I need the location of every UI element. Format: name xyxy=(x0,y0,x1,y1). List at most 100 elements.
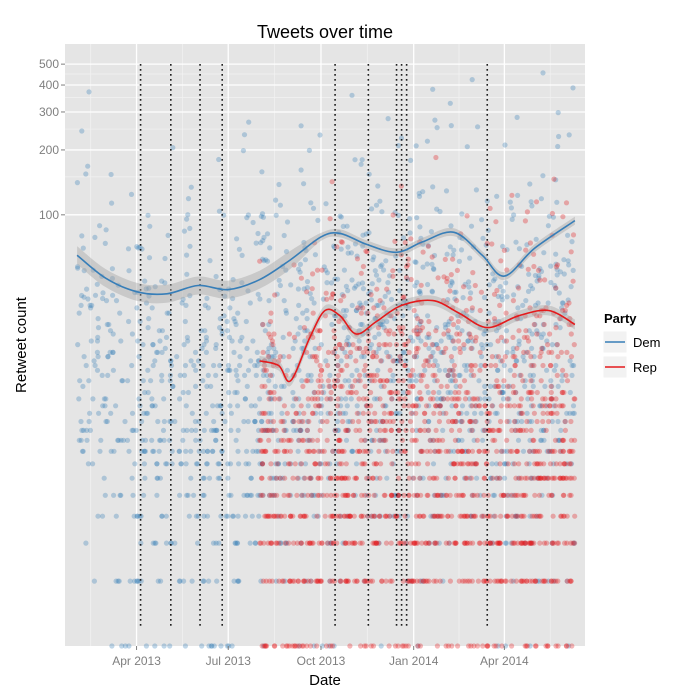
confidence-ribbon-rep xyxy=(259,295,575,387)
data-point xyxy=(529,475,536,481)
data-point xyxy=(454,267,460,273)
data-point xyxy=(387,389,393,396)
data-point xyxy=(280,354,286,360)
data-point xyxy=(340,223,346,229)
data-point xyxy=(513,513,519,519)
data-point xyxy=(371,305,377,311)
data-point xyxy=(442,325,449,331)
data-point xyxy=(316,345,322,351)
data-point xyxy=(476,448,482,454)
data-point xyxy=(122,643,128,649)
data-point xyxy=(523,492,529,498)
data-point xyxy=(538,437,544,443)
data-point xyxy=(311,389,317,396)
data-point xyxy=(325,362,331,369)
data-point xyxy=(355,378,361,384)
data-point xyxy=(308,475,314,481)
data-point xyxy=(568,540,574,546)
data-point xyxy=(383,258,389,264)
data-point xyxy=(399,643,405,649)
data-point xyxy=(138,540,144,546)
data-point xyxy=(384,448,390,454)
data-point xyxy=(497,540,503,546)
data-point xyxy=(471,437,477,443)
data-point xyxy=(287,513,294,519)
data-point xyxy=(490,403,496,409)
data-point xyxy=(529,362,536,369)
data-point xyxy=(383,418,389,425)
data-point xyxy=(327,383,333,389)
data-point xyxy=(412,540,418,546)
data-point xyxy=(430,372,436,378)
data-point xyxy=(265,349,271,355)
data-point xyxy=(282,578,288,584)
data-point xyxy=(214,578,220,584)
data-point xyxy=(375,325,381,331)
data-point xyxy=(457,345,463,351)
data-point xyxy=(131,513,137,519)
data-point xyxy=(363,248,369,254)
data-point xyxy=(317,461,323,467)
data-point xyxy=(357,372,363,378)
data-point xyxy=(340,492,346,498)
data-point xyxy=(555,418,561,425)
data-point xyxy=(264,258,271,264)
data-point xyxy=(205,372,211,378)
data-point xyxy=(189,578,195,584)
data-point xyxy=(260,492,266,498)
data-point xyxy=(208,427,215,433)
data-point xyxy=(345,250,351,256)
data-point xyxy=(414,427,420,433)
data-point xyxy=(260,256,266,262)
data-point xyxy=(484,198,490,204)
data-point xyxy=(467,475,473,481)
data-point xyxy=(328,389,334,396)
data-point xyxy=(89,302,95,308)
data-point xyxy=(524,578,530,584)
data-point xyxy=(74,180,80,186)
data-point xyxy=(312,345,318,351)
data-point xyxy=(394,513,400,519)
data-point xyxy=(389,396,395,402)
data-point xyxy=(395,427,402,433)
data-point xyxy=(183,448,189,454)
data-point xyxy=(353,283,359,289)
data-point xyxy=(524,334,530,340)
data-point xyxy=(473,403,479,409)
data-point xyxy=(116,578,122,584)
data-point xyxy=(411,475,417,481)
data-point xyxy=(407,372,413,378)
data-point xyxy=(143,410,150,416)
data-point xyxy=(442,367,448,373)
data-point xyxy=(432,492,438,498)
data-point xyxy=(561,461,567,467)
data-point xyxy=(513,389,519,396)
data-point xyxy=(420,264,426,270)
data-point xyxy=(150,342,156,348)
data-point xyxy=(555,540,562,546)
data-point xyxy=(366,410,372,416)
data-point xyxy=(456,258,462,264)
data-point xyxy=(529,203,535,209)
data-point xyxy=(545,223,552,229)
data-point xyxy=(538,403,544,409)
data-point xyxy=(520,302,526,308)
data-point xyxy=(414,215,420,221)
data-point xyxy=(297,325,303,331)
data-point xyxy=(280,418,286,425)
data-point xyxy=(431,513,437,519)
data-point xyxy=(498,492,504,498)
data-point xyxy=(557,325,563,331)
data-point xyxy=(346,540,352,546)
data-point xyxy=(448,378,454,384)
data-point xyxy=(211,418,217,425)
data-point xyxy=(504,403,510,409)
data-point xyxy=(518,396,524,402)
data-point xyxy=(396,325,402,331)
data-point xyxy=(482,403,488,409)
data-point xyxy=(159,349,165,355)
plot-background xyxy=(65,44,585,646)
data-point xyxy=(391,358,397,364)
data-point xyxy=(515,284,521,290)
data-point xyxy=(261,448,267,454)
